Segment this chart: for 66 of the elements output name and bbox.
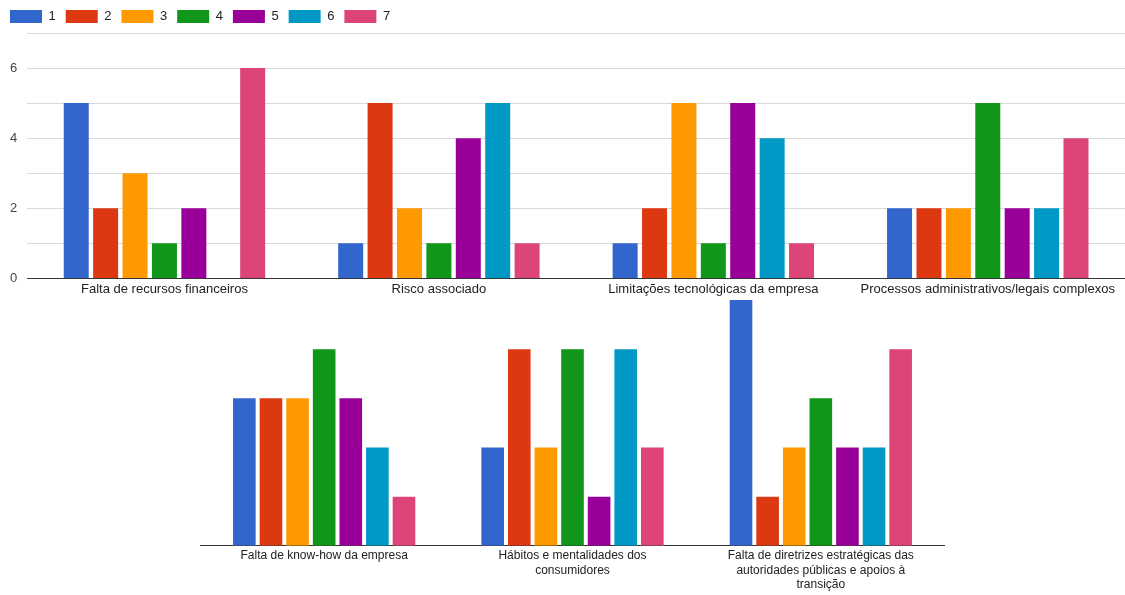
bar: [151, 243, 177, 278]
bar: [916, 208, 942, 278]
bar: [809, 398, 833, 546]
bar: [641, 447, 664, 546]
bar: [614, 349, 638, 546]
bar: [862, 447, 886, 546]
bar: [426, 243, 452, 278]
bar: [240, 68, 266, 278]
bar: [1063, 138, 1089, 278]
bar: [485, 103, 511, 278]
x-tick-label: Risco associado: [391, 280, 487, 296]
x-tick-label: Falta de recursos financeiros: [80, 280, 249, 296]
bar: [730, 103, 756, 278]
y-tick-label: 4: [10, 129, 18, 145]
bar: [514, 243, 540, 278]
bar: [612, 243, 638, 278]
x-tick-label: Hábitos e mentalidades dos consumidores: [498, 548, 647, 577]
bar: [759, 138, 785, 278]
legend-label: 7: [382, 8, 391, 24]
legend-label: 6: [327, 8, 335, 24]
bar: [1004, 208, 1030, 278]
bar: [561, 349, 584, 546]
bar: [782, 447, 806, 546]
bar: [338, 243, 364, 278]
bar: [122, 173, 148, 278]
bar: [181, 208, 207, 278]
bar: [887, 208, 913, 278]
bar: [756, 496, 779, 546]
bar: [366, 447, 389, 546]
x-tick-label: Limitações tecnológicas da empresa: [608, 280, 820, 296]
y-tick-label: 6: [10, 59, 18, 75]
x-tick-label: Falta de diretrizes estratégicas das autoridades públicas e apoios à transição: [727, 548, 914, 592]
bar: [312, 349, 336, 546]
bar: [507, 349, 531, 546]
y-tick-label: 2: [10, 199, 18, 215]
bar: [367, 103, 393, 278]
bar: [396, 208, 422, 278]
bar: [975, 103, 1001, 278]
legend-label: 5: [271, 8, 279, 24]
y-tick-label: 0: [10, 269, 18, 285]
bar: [286, 398, 309, 546]
bar: [481, 447, 504, 546]
bar: [392, 496, 416, 546]
legend-label: 2: [104, 8, 112, 24]
legend-label: 1: [48, 8, 56, 24]
bar: [1034, 208, 1060, 278]
bar: [700, 243, 726, 278]
bar: [789, 243, 815, 278]
legend-label: 4: [215, 8, 223, 24]
bar: [729, 300, 753, 546]
bar: [642, 208, 668, 278]
bar: [534, 447, 558, 546]
bar: [63, 103, 89, 278]
x-tick-label: Falta de know-how da empresa: [240, 548, 409, 563]
bar: [93, 208, 119, 278]
bar: [339, 398, 363, 546]
bar: [671, 103, 697, 278]
bar: [889, 349, 912, 546]
bar: [233, 398, 256, 546]
bar: [836, 447, 859, 546]
bar: [587, 496, 611, 546]
x-tick-label: Processos administrativos/legais complexos: [860, 280, 1116, 296]
bar: [259, 398, 283, 546]
bar: [945, 208, 971, 278]
legend-label: 3: [159, 8, 168, 24]
bar: [455, 138, 481, 278]
